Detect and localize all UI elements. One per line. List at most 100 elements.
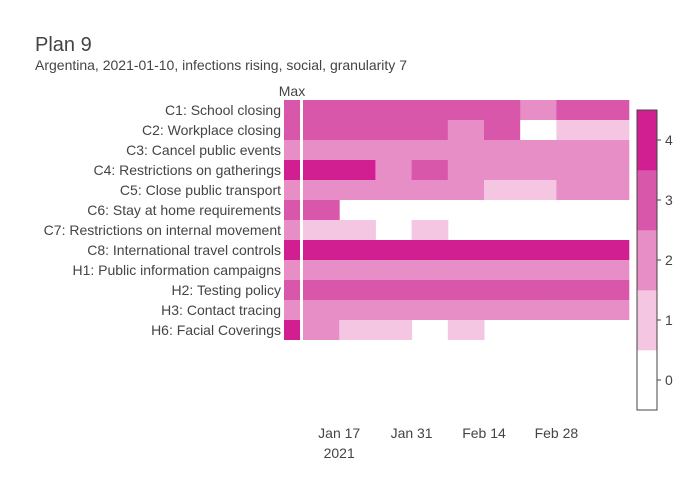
x-tick-label: Feb 14 [462, 425, 506, 441]
colorbar-tick-label: 1 [665, 312, 673, 328]
heatmap-cell [447, 120, 485, 140]
heatmap-cell [339, 280, 376, 300]
row-label: C3: Cancel public events [126, 142, 281, 158]
heatmap-cell [339, 140, 376, 160]
heatmap-cell [520, 180, 557, 200]
heatmap-cell [592, 100, 630, 120]
heatmap-cell [592, 140, 630, 160]
x-tick-label: Jan 17 [318, 425, 360, 441]
heatmap-cell [411, 160, 449, 180]
heatmap-cell [411, 140, 449, 160]
colorbar-segment [637, 110, 657, 171]
colorbar-tick-label: 3 [665, 192, 673, 208]
heatmap-cell [520, 240, 557, 260]
heatmap-cells [284, 100, 630, 340]
heatmap-cell [375, 140, 413, 160]
heatmap-cell [447, 240, 485, 260]
heatmap-cell [556, 240, 594, 260]
heatmap-cell [556, 140, 594, 160]
heatmap-cell [375, 300, 413, 320]
heatmap-cell [375, 240, 413, 260]
row-label: C5: Close public transport [120, 182, 281, 198]
x-axis-ticks: Jan 17 2021 Jan 31 Feb 14 Feb 28 [318, 425, 578, 461]
max-cell [284, 160, 300, 180]
heatmap-cell [447, 100, 485, 120]
x-tick-sublabel: 2021 [324, 445, 355, 461]
heatmap-cell [375, 120, 413, 140]
max-cell [284, 140, 300, 160]
heatmap-cell [303, 100, 340, 120]
row-label: H3: Contact tracing [161, 302, 281, 318]
heatmap-cell [303, 180, 340, 200]
colorbar-segment [637, 290, 657, 351]
heatmap-cell [447, 260, 485, 280]
heatmap-cell [339, 220, 376, 240]
row-label: C2: Workplace closing [142, 122, 281, 138]
max-cell [284, 180, 300, 200]
heatmap-cell [411, 260, 449, 280]
heatmap-cell [411, 120, 449, 140]
heatmap-cell [556, 160, 594, 180]
heatmap-cell [592, 260, 630, 280]
heatmap-cell [556, 300, 594, 320]
heatmap-cell [447, 300, 485, 320]
heatmap-cell [556, 280, 594, 300]
heatmap-cell [339, 260, 376, 280]
max-cell [284, 240, 300, 260]
row-label: C8: International travel controls [87, 242, 281, 258]
heatmap-cell [520, 100, 557, 120]
heatmap-cell [592, 280, 630, 300]
heatmap-cell [447, 320, 485, 340]
max-cell [284, 200, 300, 220]
heatmap-cell [339, 160, 376, 180]
heatmap-cell [592, 180, 630, 200]
colorbar-tick-label: 4 [665, 132, 673, 148]
heatmap-cell [520, 160, 557, 180]
heatmap-cell [447, 140, 485, 160]
max-cell [284, 320, 300, 340]
row-labels: C1: School closing C2: Workplace closing C… [44, 102, 281, 338]
heatmap-cell [375, 260, 413, 280]
max-cell [284, 280, 300, 300]
heatmap-cell [375, 180, 413, 200]
heatmap-cell [411, 240, 449, 260]
heatmap-cell [484, 160, 521, 180]
x-tick-label: Jan 31 [391, 425, 433, 441]
heatmap-cell [484, 180, 521, 200]
heatmap-cell [556, 260, 594, 280]
heatmap-cell [556, 100, 594, 120]
heatmap-cell [411, 180, 449, 200]
heatmap-cell [303, 220, 340, 240]
heatmap-cell [484, 140, 521, 160]
heatmap-cell [484, 300, 521, 320]
max-cell [284, 300, 300, 320]
heatmap-cell [520, 280, 557, 300]
heatmap-cell [556, 120, 594, 140]
heatmap-cell [411, 100, 449, 120]
heatmap-cell [339, 120, 376, 140]
heatmap-cell [303, 260, 340, 280]
row-label: C4: Restrictions on gatherings [93, 162, 281, 178]
heatmap-cell [375, 160, 413, 180]
row-label: H1: Public information campaigns [72, 262, 281, 278]
heatmap-cell [592, 120, 630, 140]
heatmap-cell [484, 120, 521, 140]
heatmap-cell [520, 120, 557, 140]
max-cell [284, 100, 300, 120]
colorbar-tick-label: 0 [665, 372, 673, 388]
heatmap-cell [411, 300, 449, 320]
heatmap-cell [447, 160, 485, 180]
x-tick-label: Feb 28 [535, 425, 579, 441]
heatmap-cell [339, 100, 376, 120]
heatmap-cell [520, 140, 557, 160]
heatmap-cell [520, 260, 557, 280]
heatmap-cell [339, 240, 376, 260]
heatmap-cell [592, 160, 630, 180]
heatmap-cell [339, 300, 376, 320]
row-label: C7: Restrictions on internal movement [44, 222, 281, 238]
heatmap-cell [339, 180, 376, 200]
heatmap-cell [484, 100, 521, 120]
row-label: H2: Testing policy [172, 282, 281, 298]
heatmap-cell [303, 320, 340, 340]
heatmap-cell [303, 200, 340, 220]
